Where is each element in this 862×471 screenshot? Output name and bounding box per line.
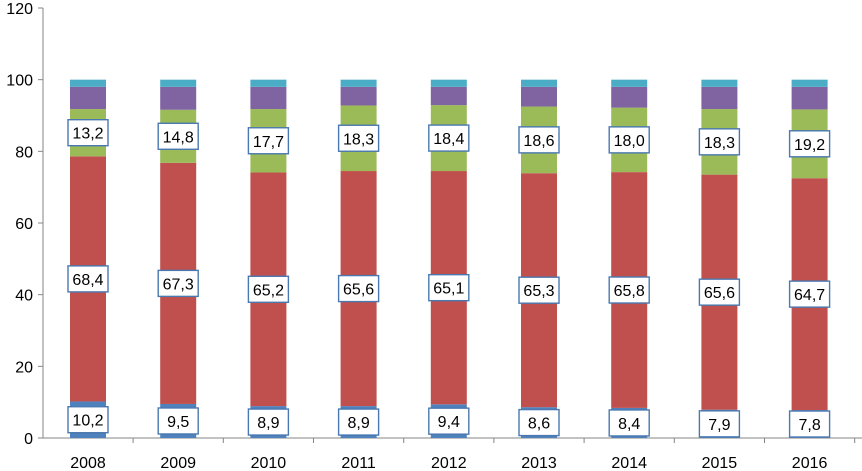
data-label: 65,3 [523,283,554,300]
data-label-box [518,126,560,154]
y-tick-label: 20 [15,359,33,376]
x-tick-label: 2014 [611,455,647,471]
data-label-box [428,124,470,152]
data-label: 65,6 [704,285,735,302]
data-label: 18,3 [704,135,735,152]
data-label: 7,8 [798,417,820,434]
data-label-box [698,128,741,156]
data-label: 65,2 [253,282,284,299]
data-label-box [337,124,380,152]
y-tick-label: 100 [6,73,33,90]
bar-segment [611,79,648,87]
data-label: 65,8 [614,283,645,300]
data-label: 67,3 [163,276,194,293]
bar-segment [701,86,738,110]
data-label: 9,4 [438,414,460,431]
bar-segment [340,79,377,87]
data-label-box [698,278,741,306]
data-label-box [247,275,290,303]
data-label: 64,7 [794,287,825,304]
x-tick-label: 2013 [521,455,557,471]
data-label: 8,9 [347,415,369,432]
bar-segment [611,86,648,108]
data-label: 18,0 [614,133,645,150]
data-label-box [428,407,470,435]
bar-segment [791,79,828,87]
y-tick-label: 60 [15,216,33,233]
data-label-box [67,118,109,147]
bar-segment [250,86,287,110]
data-label: 7,9 [708,417,730,434]
data-label: 13,2 [72,126,103,143]
bar-segment [521,86,557,107]
data-label: 8,6 [528,416,550,433]
data-label-box [608,276,650,304]
y-tick-label: 40 [15,288,33,305]
data-label: 19,2 [794,137,825,154]
data-label: 65,1 [433,281,464,298]
data-label: 68,4 [72,272,103,289]
data-label-box [788,130,831,158]
data-label-box [157,269,199,298]
data-label-box [67,265,109,293]
bar-segment [250,79,287,87]
data-label-box [608,409,650,437]
data-label: 18,4 [433,131,464,148]
data-label: 8,9 [257,415,279,432]
y-tick-label: 80 [15,144,33,161]
data-label-box [337,408,380,436]
bar-segment [160,86,197,110]
data-label: 8,4 [618,416,640,433]
data-label-box [518,276,560,304]
data-label: 17,7 [253,134,284,151]
x-tick-label: 2015 [702,455,738,471]
x-tick-label: 2010 [251,455,287,471]
data-label-box [247,408,290,436]
data-label-box [337,274,380,303]
data-label-box [698,410,741,438]
data-label: 10,2 [72,413,103,430]
data-label: 65,6 [343,282,374,299]
data-label: 9,5 [167,414,189,431]
bar-segment [430,86,467,106]
x-tick-label: 2012 [431,455,467,471]
data-label-box [428,273,470,302]
data-label-box [67,406,109,434]
bar-segment [70,79,106,87]
bar-segment [791,86,828,110]
data-label: 18,6 [523,133,554,150]
data-label-box [157,122,199,150]
data-label: 14,8 [163,129,194,146]
bar-segment [70,86,106,110]
y-tick-label: 120 [6,1,33,18]
x-tick-label: 2011 [341,455,376,471]
data-label-box [608,126,650,154]
bar-segment [521,79,557,87]
plot-area: 0 20 40 60 80 100 120 2008 2009 2010 2011 2012 2013 2… [6,1,862,471]
bar-segment [160,79,197,87]
bar-segment [340,86,377,106]
data-label: 18,3 [343,131,374,148]
data-label-box [788,410,831,438]
data-label-box [247,127,290,155]
bar-segment [701,79,738,87]
y-tick-label: 0 [24,431,33,448]
bar-segment [430,79,467,87]
x-tick-label: 2009 [160,455,196,471]
data-label-box [518,408,560,437]
data-label-box [788,280,831,308]
x-tick-label: 2008 [70,455,106,471]
x-tick-label: 2016 [792,455,828,471]
data-label-box [157,407,199,435]
